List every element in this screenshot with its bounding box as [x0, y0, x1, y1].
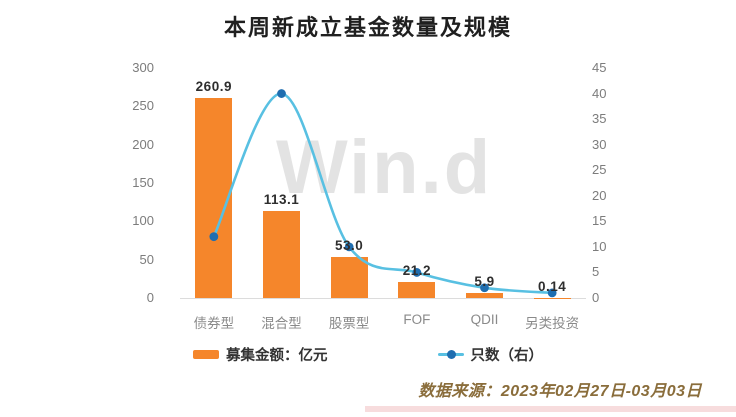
left-axis-tick: 100 — [132, 213, 154, 229]
line-legend-swatch — [437, 350, 464, 359]
fund-count-line — [209, 89, 557, 298]
bar-value-label: 53.0 — [335, 238, 364, 254]
bar-legend-swatch — [193, 350, 219, 359]
left-axis-tick: 200 — [132, 136, 154, 152]
bar-value-label: 0.14 — [538, 278, 567, 294]
category-label: 股票型 — [328, 316, 370, 331]
line-legend-marker-icon — [446, 350, 456, 359]
line-marker — [277, 89, 286, 98]
right-axis-tick: 5 — [592, 264, 600, 280]
left-axis-tick: 50 — [139, 251, 154, 267]
right-axis-tick: 40 — [592, 85, 607, 101]
bar — [398, 281, 436, 298]
right-axis-tick: 0 — [592, 290, 600, 305]
bar-value-label: 113.1 — [263, 192, 300, 208]
right-axis-tick: 15 — [592, 213, 607, 229]
left-axis-tick: 0 — [146, 290, 154, 305]
bar-value-label: 5.9 — [474, 274, 495, 290]
right-axis-tick: 35 — [592, 111, 607, 127]
category-label: 另类投资 — [525, 316, 580, 331]
line-marker — [547, 288, 557, 298]
category-label: QDII — [470, 312, 499, 327]
bar — [330, 257, 368, 298]
category-label: 债券型 — [193, 316, 235, 331]
legend-item-bar: 募集金额：亿元 — [193, 344, 328, 365]
bar — [263, 211, 300, 298]
left-axis-tick: 150 — [132, 175, 154, 190]
bar — [466, 293, 503, 298]
legend-item-line: 只数（右） — [437, 344, 544, 365]
right-axis-tick: 30 — [592, 136, 607, 152]
chart-title: 本周新成立基金数量及规模 — [223, 15, 512, 40]
category-label: 混合型 — [261, 316, 302, 331]
right-axis-tick: 10 — [592, 238, 607, 254]
right-axis-tick: 25 — [592, 162, 607, 178]
line-marker — [412, 268, 422, 277]
bar — [195, 97, 233, 298]
legend: 募集金额：亿元 只数（右） — [0, 344, 736, 365]
source-note: 数据来源：2023年02月27日-03月03日 — [418, 383, 702, 400]
category-label: FOF — [403, 312, 431, 327]
source-underline — [365, 406, 736, 412]
bar-legend-label: 募集金额：亿元 — [226, 348, 328, 364]
left-axis-tick: 300 — [132, 60, 154, 75]
line-marker — [344, 242, 354, 252]
left-axis-tick: 250 — [132, 98, 154, 114]
bar-value-label: 260.9 — [195, 78, 232, 94]
line-legend-label: 只数（右） — [470, 348, 544, 364]
x-axis-line — [180, 298, 586, 299]
right-axis-tick: 20 — [592, 187, 607, 203]
wind-watermark: Win.d — [276, 125, 493, 210]
line-marker — [480, 283, 489, 293]
bar-value-label: 21.2 — [402, 262, 431, 278]
right-axis-tick: 45 — [592, 60, 607, 75]
line-marker — [209, 232, 219, 242]
